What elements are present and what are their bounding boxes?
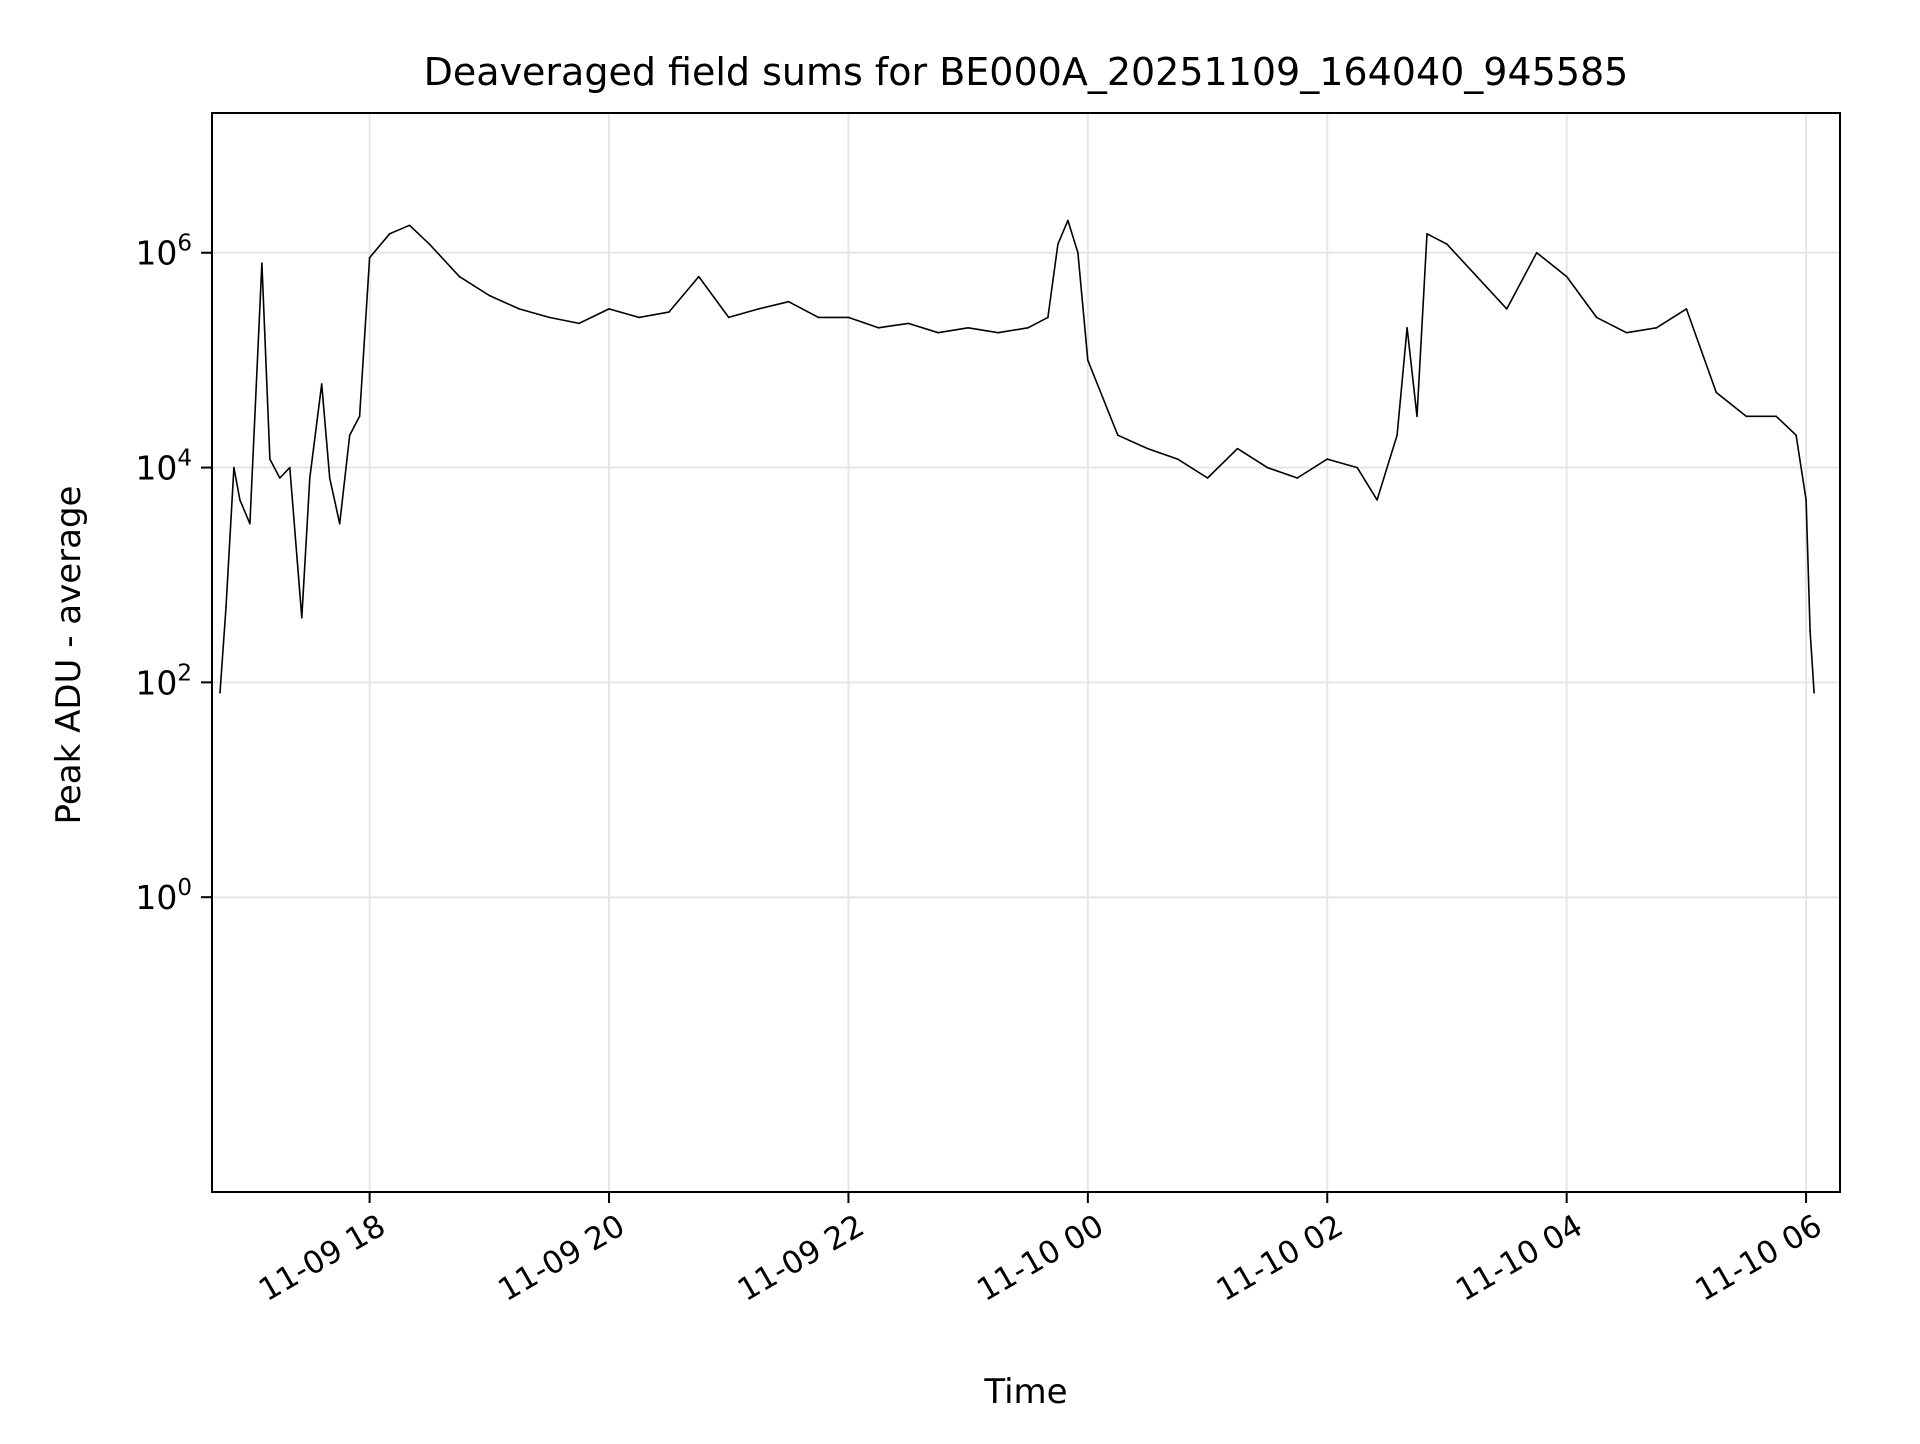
data-point — [817, 316, 820, 319]
data-point — [261, 262, 263, 264]
data-point — [1077, 251, 1079, 254]
data-point — [338, 522, 341, 525]
data-point — [1206, 477, 1209, 479]
data-point — [320, 383, 323, 385]
data-point — [428, 243, 431, 246]
data-point — [1326, 458, 1329, 460]
data-point — [289, 466, 291, 469]
data-point — [757, 308, 760, 310]
data-point — [1813, 691, 1815, 694]
data-point — [668, 311, 670, 313]
grid-layer — [212, 113, 1840, 1192]
data-point — [233, 466, 235, 469]
plot-frame — [211, 112, 1841, 1193]
data-point — [1057, 243, 1059, 246]
chart-title: Deaveraged field sums for BE000A_2025110… — [424, 50, 1629, 94]
data-point — [488, 294, 491, 297]
data-point — [1565, 275, 1568, 278]
data-point — [1625, 331, 1628, 334]
data-point — [1116, 434, 1119, 437]
data-point — [1146, 447, 1149, 450]
data-point — [1266, 466, 1269, 469]
data-point — [1087, 359, 1089, 361]
data-point — [249, 522, 251, 525]
data-point — [1715, 391, 1718, 394]
data-point — [1446, 243, 1448, 246]
series-layer — [219, 219, 1815, 694]
data-point — [698, 275, 700, 278]
data-point — [997, 331, 999, 334]
y-tick-label: 106 — [135, 231, 192, 273]
data-point — [1296, 477, 1299, 479]
data-point — [458, 275, 461, 278]
data-point — [239, 499, 241, 501]
data-point — [787, 300, 790, 303]
data-point — [967, 327, 969, 329]
data-point — [348, 434, 351, 437]
data-point — [727, 316, 730, 319]
data-point — [1506, 308, 1508, 310]
y-axis-label: Peak ADU - average — [49, 486, 89, 825]
data-point — [1685, 308, 1688, 310]
data-point — [225, 606, 227, 609]
data-point — [408, 224, 411, 227]
data-point — [1745, 415, 1748, 418]
data-point — [1356, 466, 1358, 469]
data-point — [1027, 327, 1029, 329]
x-axis-label: Time — [983, 1372, 1067, 1412]
data-point — [937, 331, 940, 334]
y-tick-label: 102 — [135, 660, 192, 702]
data-point — [1047, 316, 1049, 319]
data-point — [368, 256, 371, 259]
y-tick-label: 100 — [135, 875, 192, 917]
data-point — [1795, 434, 1797, 437]
y-tick-label: 104 — [135, 446, 192, 488]
data-point — [279, 477, 281, 479]
data-point — [1595, 316, 1598, 319]
data-point — [358, 415, 361, 418]
data-point — [1406, 327, 1408, 329]
data-point — [1426, 233, 1428, 235]
data-point — [1805, 499, 1807, 501]
data-point — [578, 322, 580, 325]
data-point — [1535, 251, 1538, 254]
data-point — [548, 316, 550, 319]
data-point — [1775, 415, 1777, 418]
data-point — [907, 322, 910, 325]
data-point — [1396, 434, 1398, 437]
data-point — [877, 327, 880, 329]
data-point — [1236, 447, 1239, 450]
data-point — [847, 316, 850, 319]
data-point — [1176, 458, 1179, 460]
data-point — [308, 477, 311, 479]
data-point — [1067, 219, 1069, 222]
data-point — [1809, 630, 1811, 632]
data-point — [269, 458, 271, 460]
data-point — [1476, 275, 1478, 278]
data-point — [608, 308, 610, 310]
data-point — [638, 316, 640, 319]
data-point — [1376, 499, 1378, 501]
data-point — [1416, 415, 1418, 418]
data-point — [1655, 327, 1658, 329]
data-point — [300, 616, 303, 619]
data-point — [518, 308, 521, 310]
data-point — [328, 477, 331, 479]
data-point — [388, 233, 391, 235]
data-point — [219, 691, 221, 694]
